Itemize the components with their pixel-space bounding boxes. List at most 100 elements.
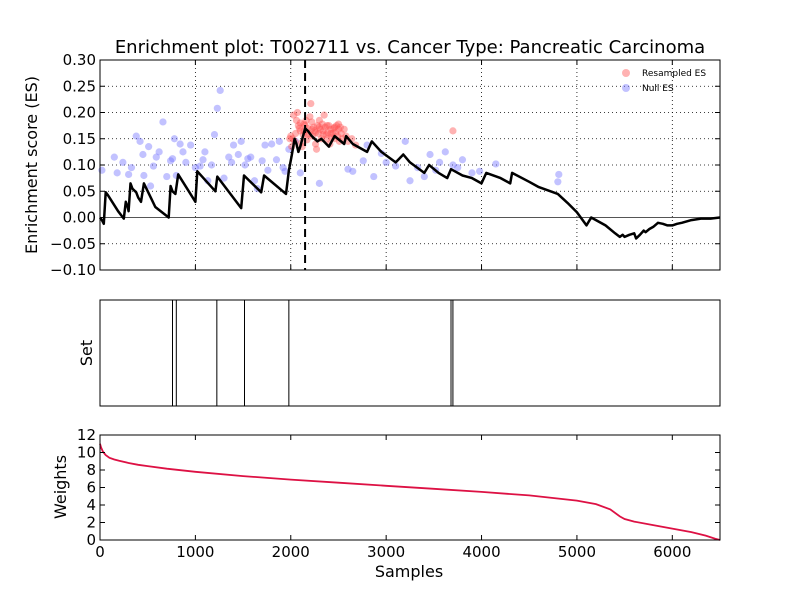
resampled-es-point xyxy=(314,129,323,138)
resampled-es-point xyxy=(315,116,323,124)
null-es-point xyxy=(155,148,163,156)
y-tick-label: 0.05 xyxy=(63,182,96,200)
set-plot-area xyxy=(100,300,720,406)
resampled-es-point xyxy=(293,108,302,117)
null-es-point xyxy=(132,132,140,140)
x-tick-label: 5000 xyxy=(558,543,596,561)
enrichment-y-label: Enrichment score (ES) xyxy=(22,76,41,254)
resampled-es-point xyxy=(308,125,316,133)
resampled-es-point xyxy=(331,123,339,131)
null-es-point xyxy=(149,162,158,170)
resampled-es-point xyxy=(337,129,345,138)
y-tick-label: 4 xyxy=(86,496,96,514)
null-es-point xyxy=(176,140,184,148)
null-es-point xyxy=(140,171,148,180)
resampled-es-point xyxy=(330,124,338,132)
legend: Resampled ES Null ES xyxy=(622,69,706,94)
running-es-line xyxy=(98,127,721,240)
resampled-es-point xyxy=(296,119,304,127)
null-es-point xyxy=(146,182,155,190)
weights-x-ticks: 0 1000 2000 3000 4000 5000 6000 xyxy=(95,435,691,561)
x-tick-label: 1000 xyxy=(176,543,214,561)
null-es-point xyxy=(401,137,409,145)
null-es-point xyxy=(344,165,352,173)
legend-resampled-marker xyxy=(622,69,630,77)
weights-line xyxy=(99,443,721,541)
x-tick-label: 6000 xyxy=(653,543,691,561)
x-tick-label: 0 xyxy=(95,543,105,561)
null-es-point xyxy=(382,158,390,166)
null-es-point xyxy=(191,164,199,172)
null-es-point xyxy=(275,137,283,145)
enrichment-x-ticks xyxy=(99,60,673,270)
null-es-point xyxy=(492,160,500,168)
resampled-es-point xyxy=(296,127,304,135)
null-es-point xyxy=(449,161,457,169)
y-tick-label: 0.10 xyxy=(63,156,96,174)
resampled-es-point xyxy=(340,125,348,133)
resampled-es-point xyxy=(336,123,344,131)
resampled-es-point xyxy=(324,128,332,137)
null-es-point xyxy=(139,150,147,159)
resampled-es-point xyxy=(307,99,315,108)
enrichment-panel: −0.10 −0.05 0.00 0.05 0.10 0.15 0.20 0.25 0.30 E… xyxy=(22,51,721,279)
legend-null-label: Null ES xyxy=(642,84,674,94)
resampled-es-point xyxy=(315,123,323,131)
null-es-point xyxy=(119,158,127,166)
null-es-point xyxy=(199,156,207,164)
resampled-es-point xyxy=(295,124,303,132)
y-tick-label: 0.15 xyxy=(63,130,96,148)
resampled-es-point xyxy=(325,122,333,130)
y-tick-label: 0.30 xyxy=(63,51,96,69)
chart-title: Enrichment plot: T002711 vs. Cancer Type… xyxy=(115,37,705,58)
null-es-point xyxy=(315,179,323,187)
set-panel: Set xyxy=(77,299,721,407)
y-tick-label: 0.20 xyxy=(63,104,96,122)
y-tick-label: −0.10 xyxy=(50,261,96,279)
null-es-point xyxy=(145,143,153,151)
y-tick-label: 0.25 xyxy=(63,77,96,95)
y-tick-label: 6 xyxy=(86,479,96,497)
set-y-label: Set xyxy=(77,340,96,366)
enrichment-frame xyxy=(99,59,721,271)
legend-resampled-label: Resampled ES xyxy=(642,69,706,79)
null-es-point xyxy=(349,167,357,175)
null-es-point xyxy=(281,167,289,175)
null-es-point xyxy=(168,155,177,163)
null-es-point xyxy=(201,148,209,156)
null-es-point xyxy=(296,169,304,177)
resampled-es-point xyxy=(290,111,298,119)
null-es-point xyxy=(426,150,434,159)
x-tick-label: 2000 xyxy=(272,543,310,561)
null-es-point xyxy=(152,153,160,161)
x-tick-label: 3000 xyxy=(367,543,405,561)
null-es-point xyxy=(179,148,187,156)
resampled-es-point xyxy=(316,125,324,133)
set-frame xyxy=(99,299,721,407)
null-es-point xyxy=(228,158,236,166)
null-es-point xyxy=(170,135,178,143)
null-es-point xyxy=(555,170,563,179)
null-es-point xyxy=(272,156,281,164)
null-es-point xyxy=(406,177,414,185)
null-es-point xyxy=(435,158,444,166)
resampled-es-point xyxy=(334,125,343,133)
null-es-point xyxy=(261,141,269,149)
weights-y-label: Weights xyxy=(51,455,70,519)
resampled-es-point xyxy=(327,125,335,133)
resampled-es-point xyxy=(306,113,314,121)
resampled-es-point xyxy=(332,128,340,137)
null-es-point xyxy=(187,141,195,149)
resampled-es-point xyxy=(291,129,300,138)
null-es-point xyxy=(136,137,144,145)
null-es-point xyxy=(454,164,462,172)
resampled-es-point xyxy=(323,135,331,143)
null-es-point xyxy=(241,161,249,169)
resampled-es-point xyxy=(292,116,301,124)
resampled-es-point xyxy=(287,132,295,140)
resampled-es-point xyxy=(318,120,326,128)
null-es-point xyxy=(370,172,378,181)
set-hit-lines xyxy=(171,300,454,406)
